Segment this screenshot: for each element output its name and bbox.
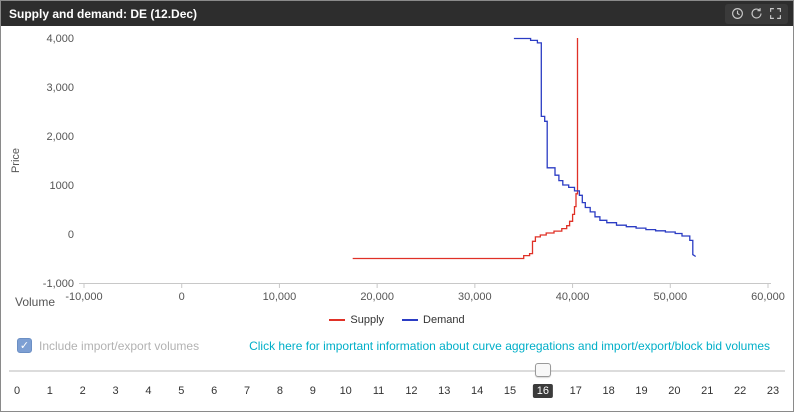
x-tick-label: 20,000	[360, 291, 394, 303]
hour-label-4[interactable]: 4	[145, 385, 152, 397]
hour-label-17[interactable]: 17	[569, 385, 582, 397]
header-toolbar	[725, 3, 788, 24]
x-tick-label: 10,000	[263, 291, 297, 303]
y-tick-label: 1000	[50, 180, 74, 192]
x-tick-label: 40,000	[556, 291, 590, 303]
hour-label-11[interactable]: 11	[372, 385, 385, 397]
hour-label-1[interactable]: 1	[46, 385, 53, 397]
y-axis-title: Price	[10, 148, 22, 173]
y-tick-label: 3,000	[46, 82, 74, 94]
hour-label-5[interactable]: 5	[178, 385, 185, 397]
hour-label-13[interactable]: 13	[438, 385, 451, 397]
y-tick-label: -1,000	[43, 278, 74, 290]
legend-item-supply[interactable]: Supply	[329, 314, 384, 326]
hour-label-10[interactable]: 10	[339, 385, 352, 397]
hour-label-7[interactable]: 7	[244, 385, 251, 397]
supply-curve	[352, 38, 579, 260]
hour-label-9[interactable]: 9	[309, 385, 316, 397]
widget-header: Supply and demand: DE (12.Dec)	[1, 1, 793, 26]
hour-label-14[interactable]: 14	[471, 385, 484, 397]
clock-icon[interactable]	[729, 6, 746, 22]
hour-label-6[interactable]: 6	[211, 385, 218, 397]
refresh-icon[interactable]	[748, 6, 765, 22]
controls-row: Include import/export volumes Click here…	[17, 338, 793, 353]
demand-curve	[513, 37, 697, 258]
y-tick-label: 0	[68, 229, 74, 241]
hour-label-15[interactable]: 15	[503, 385, 517, 397]
info-link[interactable]: Click here for important information abo…	[249, 338, 771, 353]
hour-label-8[interactable]: 8	[276, 385, 284, 397]
x-axis-title: Volume	[15, 295, 55, 309]
legend-label-demand: Demand	[423, 314, 465, 326]
slider-track[interactable]	[9, 370, 785, 372]
hour-slider	[1, 363, 793, 379]
y-tick-label: 2,000	[46, 131, 74, 143]
legend-item-demand[interactable]: Demand	[402, 314, 465, 326]
x-tick-label: -10,000	[65, 291, 102, 303]
hour-label-23[interactable]: 23	[766, 385, 780, 397]
hour-label-21[interactable]: 21	[701, 385, 714, 397]
legend-label-supply: Supply	[350, 314, 385, 326]
y-tick-label: 4,000	[46, 33, 74, 45]
checkbox-label: Include import/export volumes	[39, 338, 200, 353]
hour-label-20[interactable]: 20	[668, 385, 681, 397]
hour-label-12[interactable]: 12	[405, 385, 418, 397]
x-tick-label: 30,000	[458, 291, 492, 303]
hour-label-2[interactable]: 2	[79, 385, 86, 397]
x-tick-label: 60,000	[751, 291, 785, 303]
hour-label-3[interactable]: 3	[112, 385, 119, 397]
slider-handle[interactable]	[534, 363, 551, 377]
x-tick-label: 50,000	[653, 291, 687, 303]
supply-line-marker	[329, 319, 346, 321]
hour-label-16[interactable]: 16	[532, 384, 554, 398]
chart-legend: Supply Demand	[1, 312, 793, 328]
hour-labels: 0 1 2 3 4 5 6 7 8 9 10 11 12 13 14 15 16 17 18 19 20 21 22 23	[1, 382, 793, 402]
hour-label-0[interactable]: 0	[13, 385, 21, 397]
demand-line-marker	[402, 319, 419, 321]
x-tick-label: 0	[179, 291, 185, 303]
hour-label-18[interactable]: 18	[602, 385, 615, 397]
hour-label-22[interactable]: 22	[734, 385, 747, 397]
chart-area: -10,000 0 10,000 20,000 30,000 40,000 50,000 60…	[1, 26, 793, 310]
hour-label-19[interactable]: 19	[635, 385, 648, 397]
fullscreen-icon[interactable]	[767, 6, 784, 22]
include-import-export-checkbox[interactable]	[17, 338, 32, 353]
widget-title: Supply and demand: DE (12.Dec)	[9, 6, 198, 21]
supply-demand-chart: -10,000 0 10,000 20,000 30,000 40,000 50,000 60…	[10, 33, 785, 309]
